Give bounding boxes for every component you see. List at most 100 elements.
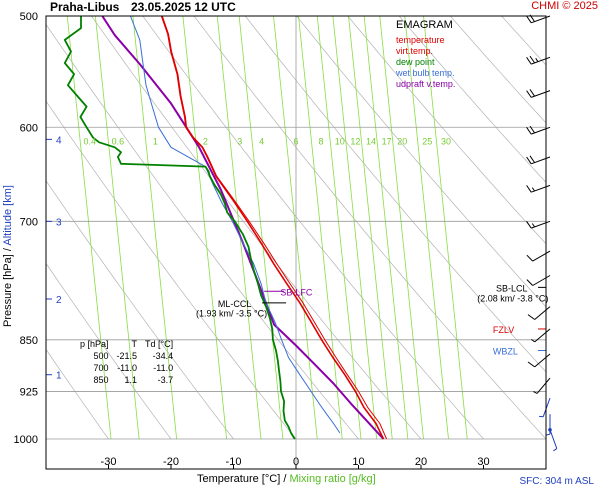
summary-table: p [hPa] T Td [°C] 500 -21.5 -34.4 700 -1…: [76, 338, 177, 386]
wind-barb-staff: [536, 377, 551, 394]
wind-barb: [548, 428, 558, 452]
table-row: 850 1.1 -3.7: [76, 374, 177, 386]
wind-barb: [526, 250, 551, 262]
mixing-ratio-label: 8: [318, 136, 323, 146]
legend-item-updraft: udpraft v.temp.: [396, 79, 456, 89]
mixing-ratio-line: [316, 16, 362, 440]
mixing-ratio-line: [238, 16, 284, 440]
legend-item-wet-bulb: wet bulb temp.: [396, 68, 455, 78]
annotation-label: (2.08 km/ -3.8 °C): [477, 293, 548, 303]
wind-barb-staff: [534, 328, 551, 343]
mixing-ratio-label: 3: [237, 136, 242, 146]
wind-barb: [531, 328, 551, 343]
legend-item-virt-temp: virt.temp.: [396, 46, 434, 56]
wind-barb: [526, 184, 551, 193]
wind-barb: [539, 397, 551, 418]
y-label-pressure: Pressure [hPa]: [2, 254, 14, 327]
pressure-tick-label: 500: [20, 11, 38, 23]
y-label-altitude: Altitude [km]: [2, 185, 14, 246]
mixing-ratio-label: 14: [366, 136, 376, 146]
mixing-ratio-label: 4: [259, 136, 264, 146]
x-axis-label: Temperature [°C] / Mixing ratio [g/kg]: [197, 473, 376, 485]
x-tick-label: -30: [101, 456, 117, 468]
chart-text: 0.4 0.6 1 2 3 4 6 8 10 12 14 17 20 25 3050060070085092…: [14, 11, 549, 468]
pressure-tick-label: 600: [20, 122, 38, 134]
x-tick-label: -10: [226, 456, 242, 468]
x-tick-label: 10: [352, 456, 364, 468]
x-tick-label: 20: [415, 456, 427, 468]
dry-adiabat-line: [46, 180, 234, 440]
mixing-ratio-label: 2: [203, 136, 208, 146]
wind-barb-flag: [526, 57, 532, 65]
table-cell: -3.7: [157, 375, 174, 385]
series-dew-point: [63, 16, 296, 440]
table-header: p [hPa]: [80, 339, 109, 349]
wind-barb-half-flag: [531, 338, 535, 343]
x-tick-label: -20: [163, 456, 179, 468]
grid: [46, 15, 546, 469]
wind-barb-staff: [532, 275, 551, 286]
mixing-ratio-line: [404, 16, 449, 440]
wind-barb-staff: [531, 56, 551, 65]
wind-barb-staff: [534, 353, 551, 368]
x-label-mixing: Mixing ratio [g/kg]: [289, 473, 376, 485]
wind-barb: [526, 125, 551, 135]
mixing-ratio-line: [423, 16, 468, 440]
x-tick-label: 30: [477, 456, 489, 468]
station-name: Praha-Libus: [50, 0, 120, 14]
annotation-label: FZLV: [493, 325, 514, 335]
wind-barb-staff: [531, 15, 551, 24]
wind-barb: [526, 89, 551, 98]
mixing-ratio-lines: [66, 16, 468, 440]
annotation-label: WBZL: [493, 346, 518, 356]
wind-barb: [526, 220, 551, 229]
table-header: T: [131, 339, 138, 349]
wind-barb-staff: [534, 306, 551, 320]
mixing-ratio-label: 0.6: [112, 136, 125, 146]
wind-barb-flag: [529, 125, 536, 134]
mixing-ratio-line: [379, 16, 424, 440]
wind-barb-staff: [532, 250, 551, 262]
legend: EMAGRAM temperature virt.temp. dew point…: [396, 20, 455, 90]
table-cell: 850: [93, 375, 109, 385]
dry-adiabat-line: [193, 16, 546, 440]
table-cell: 1.1: [124, 375, 138, 385]
wind-barb-flag: [526, 90, 532, 98]
dry-adiabat-line: [450, 16, 546, 124]
mixing-ratio-label: 20: [397, 136, 407, 146]
wind-barb: [545, 414, 551, 436]
wind-barb-half-flag: [545, 433, 551, 436]
plot-frame: [45, 15, 547, 470]
wind-barb-half-flag: [553, 448, 558, 452]
wind-barb: [526, 275, 551, 286]
pressure-tick-label: 925: [20, 386, 38, 398]
wind-barb-staff: [542, 397, 551, 417]
table-cell: 700: [93, 363, 109, 373]
mixing-ratio-line: [348, 16, 393, 440]
wind-barbs: [526, 14, 558, 452]
wind-barb-flag: [526, 279, 534, 286]
mixing-ratio-label: 1: [153, 136, 158, 146]
wind-barb-flag: [526, 254, 534, 262]
wind-barb-flag: [529, 155, 536, 163]
mixing-ratio-line: [94, 16, 140, 440]
wind-barb-half-flag: [531, 223, 536, 228]
altitude-tick-label: 3: [56, 217, 62, 228]
annotation-label: (1.93 km/ -3.5 °C): [196, 309, 267, 319]
table-cell: 500: [93, 351, 109, 361]
mixing-ratio-label: 12: [350, 136, 360, 146]
mixing-ratio-label: 30: [441, 136, 451, 146]
wind-barb-half-flag: [535, 58, 539, 62]
annotation-label: SB-LCL: [496, 283, 528, 293]
mixing-ratio-label: 25: [422, 136, 432, 146]
pressure-tick-label: 700: [20, 216, 38, 228]
wind-barb-staff: [531, 220, 551, 229]
mixing-ratio-line: [182, 16, 228, 440]
x-tick-label: 0: [293, 456, 299, 468]
dry-adiabat-line: [46, 348, 109, 440]
pressure-tick-label: 850: [20, 335, 38, 347]
wind-barb-staff: [531, 184, 551, 193]
mixing-ratio-line: [273, 16, 318, 440]
table-header-row: p [hPa] T Td [°C]: [76, 338, 177, 350]
dry-adiabat-line: [46, 100, 297, 440]
